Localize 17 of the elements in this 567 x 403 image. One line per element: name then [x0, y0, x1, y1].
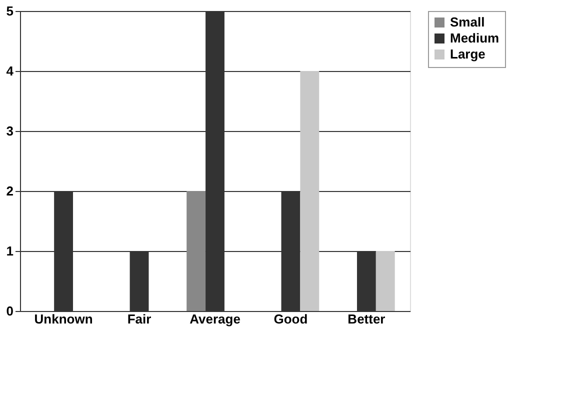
- x-tick-label: Average: [190, 312, 240, 326]
- y-tick-label: 2: [6, 184, 14, 198]
- y-tick-label: 0: [6, 304, 14, 318]
- y-tick-label: 1: [6, 244, 14, 258]
- x-tick-label: Good: [274, 312, 308, 326]
- bar: [300, 71, 320, 311]
- legend-label: Small: [450, 14, 485, 30]
- bar: [376, 251, 395, 311]
- y-tick-label: 4: [6, 64, 14, 78]
- y-tick-label: 5: [6, 4, 14, 18]
- x-tick-label: Fair: [127, 312, 152, 326]
- x-tick-label: Better: [348, 312, 386, 326]
- bar: [186, 191, 206, 311]
- legend-label: Large: [450, 46, 486, 62]
- legend-label: Medium: [450, 30, 500, 46]
- x-tick-label: Unknown: [34, 312, 93, 326]
- y-tick-label: 3: [6, 124, 14, 138]
